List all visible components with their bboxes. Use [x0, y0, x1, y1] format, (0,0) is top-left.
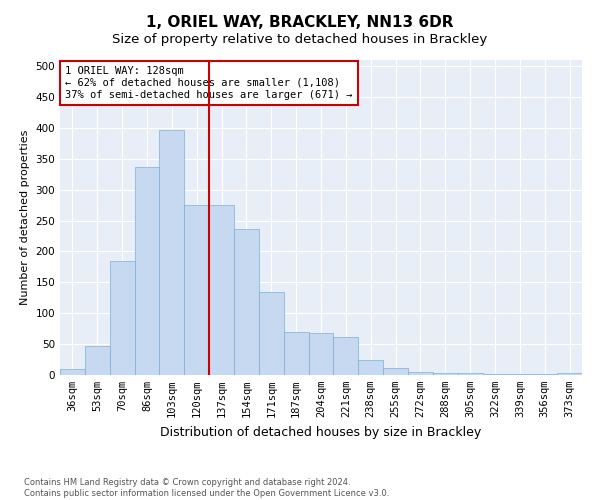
Bar [358, 360, 383, 375]
Bar [458, 373, 482, 375]
Bar [209, 205, 234, 375]
Bar [184, 205, 209, 375]
Bar [482, 374, 508, 375]
Bar [383, 368, 408, 375]
Y-axis label: Number of detached properties: Number of detached properties [20, 130, 30, 305]
Bar [508, 374, 532, 375]
Bar [160, 130, 184, 375]
Bar [557, 373, 582, 375]
Bar [60, 369, 85, 375]
Bar [334, 336, 358, 375]
X-axis label: Distribution of detached houses by size in Brackley: Distribution of detached houses by size … [160, 426, 482, 438]
Bar [110, 260, 134, 375]
Bar [284, 332, 308, 375]
Text: 1, ORIEL WAY, BRACKLEY, NN13 6DR: 1, ORIEL WAY, BRACKLEY, NN13 6DR [146, 15, 454, 30]
Bar [134, 167, 160, 375]
Text: 1 ORIEL WAY: 128sqm
← 62% of detached houses are smaller (1,108)
37% of semi-det: 1 ORIEL WAY: 128sqm ← 62% of detached ho… [65, 66, 353, 100]
Bar [259, 292, 284, 375]
Bar [532, 374, 557, 375]
Text: Contains HM Land Registry data © Crown copyright and database right 2024.
Contai: Contains HM Land Registry data © Crown c… [24, 478, 389, 498]
Bar [308, 333, 334, 375]
Bar [433, 372, 458, 375]
Bar [85, 346, 110, 375]
Text: Size of property relative to detached houses in Brackley: Size of property relative to detached ho… [112, 32, 488, 46]
Bar [234, 228, 259, 375]
Bar [408, 372, 433, 375]
